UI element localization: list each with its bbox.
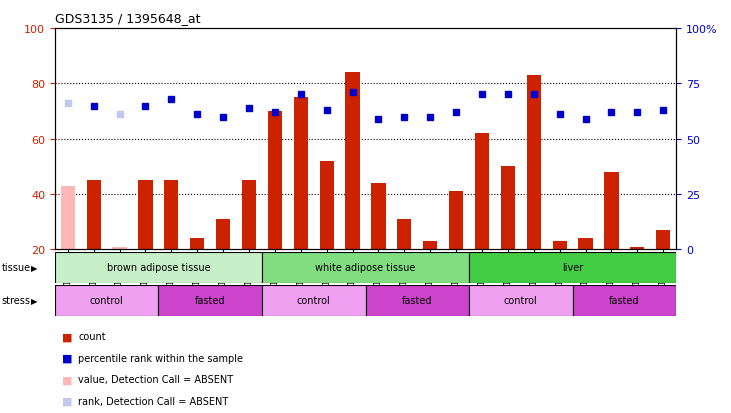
Bar — [190, 239, 205, 305]
Bar — [397, 219, 412, 305]
Bar — [572, 285, 676, 316]
Text: ■: ■ — [62, 396, 72, 406]
Bar — [423, 242, 437, 305]
Text: stress: stress — [1, 295, 31, 306]
Bar — [469, 285, 572, 316]
Bar — [553, 242, 567, 305]
Bar — [630, 247, 645, 305]
Text: count: count — [78, 332, 106, 342]
Bar — [86, 181, 101, 305]
Bar — [216, 219, 230, 305]
Text: GDS3135 / 1395648_at: GDS3135 / 1395648_at — [55, 12, 200, 25]
Bar — [55, 252, 262, 283]
Bar — [294, 98, 308, 305]
Text: ■: ■ — [62, 332, 72, 342]
Text: control: control — [297, 295, 330, 306]
Bar — [113, 247, 126, 305]
Bar — [346, 73, 360, 305]
Bar — [262, 252, 469, 283]
Bar — [242, 181, 256, 305]
Text: ■: ■ — [62, 375, 72, 385]
Text: percentile rank within the sample: percentile rank within the sample — [78, 353, 243, 363]
Text: rank, Detection Call = ABSENT: rank, Detection Call = ABSENT — [78, 396, 229, 406]
Bar — [319, 161, 334, 305]
Text: control: control — [504, 295, 538, 306]
Text: value, Detection Call = ABSENT: value, Detection Call = ABSENT — [78, 375, 233, 385]
Text: brown adipose tissue: brown adipose tissue — [107, 262, 211, 273]
Bar — [578, 239, 593, 305]
Text: liver: liver — [562, 262, 583, 273]
Text: ▶: ▶ — [31, 263, 38, 272]
Bar — [371, 183, 385, 305]
Bar — [262, 285, 366, 316]
Bar — [526, 76, 541, 305]
Text: fasted: fasted — [402, 295, 433, 306]
Bar — [138, 181, 153, 305]
Bar — [61, 186, 75, 305]
Bar — [475, 134, 489, 305]
Bar — [164, 181, 178, 305]
Bar — [501, 167, 515, 305]
Bar — [366, 285, 469, 316]
Text: white adipose tissue: white adipose tissue — [315, 262, 416, 273]
Text: ▶: ▶ — [31, 296, 38, 305]
Bar — [656, 230, 670, 305]
Text: fasted: fasted — [195, 295, 225, 306]
Bar — [605, 173, 618, 305]
Bar — [268, 112, 282, 305]
Bar — [55, 285, 159, 316]
Text: fasted: fasted — [609, 295, 640, 306]
Text: control: control — [90, 295, 124, 306]
Bar — [159, 285, 262, 316]
Bar — [449, 192, 463, 305]
Bar — [469, 252, 676, 283]
Text: tissue: tissue — [1, 262, 31, 273]
Text: ■: ■ — [62, 353, 72, 363]
